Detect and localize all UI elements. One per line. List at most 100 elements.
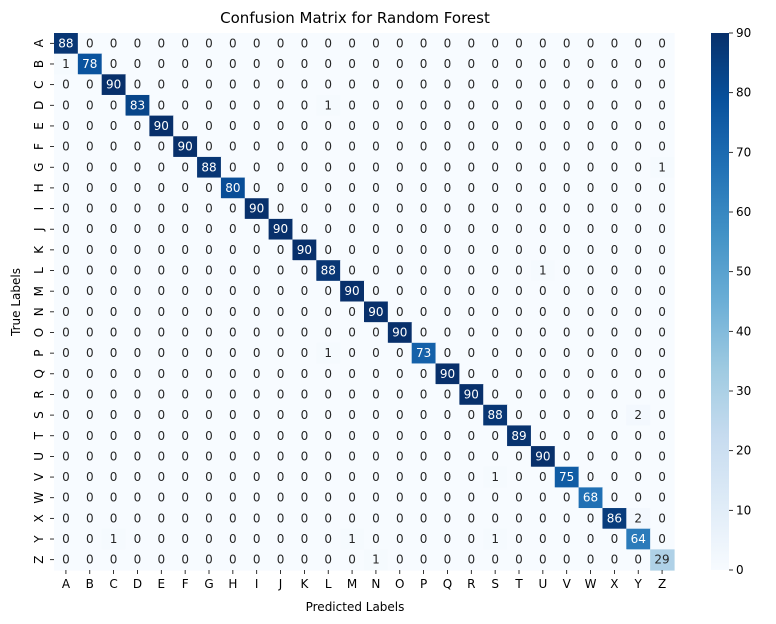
cell-value-label: 0 [86,202,94,216]
heatmap-cell [268,53,294,75]
x-tick-label: W [585,577,597,591]
cell-value-label: 0 [611,491,619,505]
cell-value-label: 0 [157,160,165,174]
heatmap-cell [101,239,127,261]
cell-value-label: 0 [301,264,309,278]
cell-value-label: 0 [253,119,261,133]
heatmap-cell [483,446,508,468]
cell-value-label: 0 [110,264,118,278]
cell-value-label: 1 [348,532,356,546]
cell-value-label: 0 [110,57,118,71]
heatmap-cell [173,301,198,323]
cell-value-label: 90 [273,222,288,236]
cell-value-label: 0 [587,36,595,50]
heatmap-cell [626,53,651,75]
heatmap-cell [244,508,270,530]
heatmap-cell [507,239,532,261]
cell-value-label: 0 [539,367,547,381]
cell-value-label: 0 [372,387,380,401]
heatmap-cell [459,487,484,509]
cell-value-label: 0 [324,305,332,319]
heatmap-cell [101,280,127,303]
heatmap-cell [411,549,437,571]
cell-value-label: 0 [277,202,285,216]
heatmap-cell [578,342,604,365]
heatmap-cell [411,487,437,509]
heatmap-cell [268,94,294,117]
cell-value-label: 0 [467,532,475,546]
heatmap-cell [387,487,413,509]
cell-value-label: 0 [277,305,285,319]
cell-value-label: 0 [134,346,142,360]
heatmap-cell [268,177,294,199]
cell-value-label: 0 [62,284,70,298]
cell-value-label: 0 [301,284,309,298]
cell-value-label: 0 [301,222,309,236]
cell-value-label: 0 [611,140,619,154]
cell-value-label: 0 [157,470,165,484]
cell-value-label: 0 [563,346,571,360]
heatmap-cell [149,528,174,550]
heatmap-cell [292,53,317,75]
x-axis-label: Predicted Labels [306,600,405,614]
heatmap-cell [54,487,79,509]
heatmap-cell [54,260,79,282]
cell-value-label: 0 [396,449,404,463]
heatmap-cell [554,218,580,241]
heatmap-cell [554,487,580,509]
cell-value-label: 0 [539,305,547,319]
cell-value-label: 0 [301,78,309,92]
cell-value-label: 0 [444,36,452,50]
heatmap-cell [77,301,103,323]
heatmap-cell [387,446,413,468]
heatmap-cell [483,218,508,241]
cell-value-label: 90 [392,325,407,339]
cell-value-label: 88 [321,264,336,278]
heatmap-cell [602,549,627,571]
heatmap-cell [387,301,413,323]
cell-value-label: 0 [110,325,118,339]
cell-value-label: 0 [587,367,595,381]
heatmap-cell [411,528,437,550]
cell-value-label: 0 [86,243,94,257]
cell-value-label: 0 [515,160,523,174]
heatmap-cell [364,115,389,137]
cell-value-label: 0 [658,346,666,360]
heatmap-cell [554,115,580,137]
y-tick-label: N [32,307,46,316]
cell-value-label: 0 [658,532,666,546]
cell-value-label: 0 [396,78,404,92]
cell-value-label: 0 [587,305,595,319]
cell-value-label: 0 [611,367,619,381]
heatmap-cell [602,136,627,158]
heatmap-cell [507,322,532,344]
heatmap-cell [650,260,675,282]
cell-value-label: 0 [62,491,70,505]
cell-value-label: 0 [658,140,666,154]
heatmap-cell [340,136,365,158]
heatmap-cell [578,280,604,303]
heatmap-cell [411,384,437,406]
heatmap-cell [101,322,127,344]
heatmap-cell [483,177,508,199]
cell-value-label: 0 [348,387,356,401]
heatmap-cell [364,301,389,323]
cell-value-label: 0 [467,243,475,257]
y-tick-label: I [32,207,46,211]
cell-value-label: 0 [420,532,428,546]
heatmap-cell [530,280,556,303]
heatmap-cell [244,487,270,509]
heatmap-cell [387,177,413,199]
cell-value-label: 0 [253,470,261,484]
cell-value-label: 0 [491,222,499,236]
heatmap-cell [435,198,460,220]
cell-value-label: 0 [205,119,213,133]
heatmap-cell [530,446,556,468]
heatmap-cell [554,136,580,158]
cell-value-label: 0 [181,449,189,463]
cell-value-label: 0 [324,325,332,339]
cell-value-label: 0 [62,511,70,525]
cell-value-label: 0 [62,181,70,195]
cell-value-label: 0 [205,78,213,92]
